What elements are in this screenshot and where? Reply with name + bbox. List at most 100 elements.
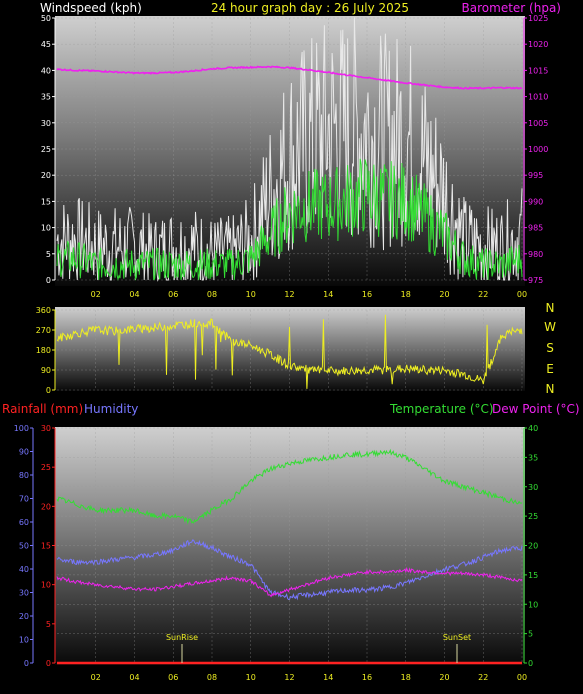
compass-s: S bbox=[546, 341, 554, 355]
wind-x-tick-label: 10 bbox=[246, 290, 256, 299]
rainfall-left-tick-label: 5 bbox=[46, 620, 51, 629]
rainfall-left-tick-label: 30 bbox=[41, 424, 51, 433]
humidity-left-tick-label: 40 bbox=[19, 565, 29, 574]
wind-average-line bbox=[56, 158, 523, 281]
humidity-left-tick-label: 100 bbox=[14, 424, 29, 433]
lower-x-tick-label: 18 bbox=[401, 673, 411, 682]
humidity-left-tick-label: 90 bbox=[19, 448, 29, 457]
compass-n-top: N bbox=[546, 301, 555, 315]
temperature-right-tick-label: 15 bbox=[528, 571, 538, 580]
direction-left-tick-label: 0 bbox=[46, 386, 51, 395]
lower-x-tick-label: 20 bbox=[439, 673, 449, 682]
temperature-right-tick-label: 0 bbox=[528, 659, 533, 668]
wind-left-tick-label: 50 bbox=[41, 14, 51, 23]
temperature-line bbox=[56, 448, 523, 525]
humidity-left-tick-label: 0 bbox=[24, 659, 29, 668]
wind-x-tick-label: 04 bbox=[129, 290, 139, 299]
barometer-right-tick-label: 1000 bbox=[528, 145, 548, 154]
barometer-right-tick-label: 1025 bbox=[528, 14, 548, 23]
direction-left-tick-label: 270 bbox=[36, 326, 51, 335]
dewpoint-axis-label: Dew Point (°C) bbox=[492, 402, 580, 416]
wind-x-tick-label: 16 bbox=[362, 290, 372, 299]
wind-x-tick-label: 22 bbox=[478, 290, 488, 299]
direction-left-tick-label: 360 bbox=[36, 306, 51, 315]
wind-left-tick-label: 20 bbox=[41, 171, 51, 180]
wind-x-tick-label: 20 bbox=[439, 290, 449, 299]
data-series bbox=[56, 17, 523, 665]
wind-left-tick-label: 10 bbox=[41, 224, 51, 233]
rainfall-axis-label: Rainfall (mm) bbox=[2, 402, 83, 416]
lower-x-tick-label: 14 bbox=[323, 673, 333, 682]
compass-w: W bbox=[544, 320, 556, 334]
humidity-left-tick-label: 30 bbox=[19, 589, 29, 598]
wind-x-tick-label: 02 bbox=[91, 290, 101, 299]
wind-left-tick-label: 5 bbox=[46, 250, 51, 259]
humidity-left-tick-label: 60 bbox=[19, 518, 29, 527]
humidity-left-tick-label: 20 bbox=[19, 612, 29, 621]
compass-e: E bbox=[546, 362, 554, 376]
lower-x-tick-label: 12 bbox=[284, 673, 294, 682]
barometer-right-tick-label: 1005 bbox=[528, 119, 548, 128]
barometer-line bbox=[56, 65, 523, 90]
sunrise-marker-label: SunRise bbox=[166, 633, 198, 642]
humidity-line bbox=[56, 539, 523, 601]
lower-x-tick-label: 08 bbox=[207, 673, 217, 682]
lower-x-tick-label: 10 bbox=[246, 673, 256, 682]
barometer-right-tick-label: 980 bbox=[528, 250, 543, 259]
wind-left-tick-label: 0 bbox=[46, 276, 51, 285]
wind-x-tick-label: 12 bbox=[284, 290, 294, 299]
rainfall-left-tick-label: 20 bbox=[41, 502, 51, 511]
temperature-right-tick-label: 30 bbox=[528, 483, 538, 492]
barometer-right-tick-label: 1020 bbox=[528, 40, 548, 49]
barometer-right-tick-label: 995 bbox=[528, 171, 543, 180]
direction-left-tick-label: 180 bbox=[36, 346, 51, 355]
lower-x-tick-label: 04 bbox=[129, 673, 139, 682]
rainfall-left-tick-label: 25 bbox=[41, 463, 51, 472]
compass-labels: N W S E N bbox=[544, 301, 556, 396]
graph-title: 24 hour graph day : 26 July 2025 bbox=[211, 1, 409, 15]
wind-x-tick-label: 18 bbox=[401, 290, 411, 299]
temperature-right-tick-label: 40 bbox=[528, 424, 538, 433]
lower-x-tick-label: 06 bbox=[168, 673, 178, 682]
lower-x-tick-label: 02 bbox=[91, 673, 101, 682]
temperature-right-tick-label: 5 bbox=[528, 630, 533, 639]
grid-lines bbox=[57, 17, 523, 664]
rainfall-left-tick-label: 10 bbox=[41, 581, 51, 590]
wind-x-tick-label: 08 bbox=[207, 290, 217, 299]
lower-x-tick-label: 00 bbox=[517, 673, 527, 682]
humidity-left-tick-label: 10 bbox=[19, 636, 29, 645]
dewpoint-line bbox=[56, 566, 523, 598]
wind-x-tick-label: 00 bbox=[517, 290, 527, 299]
wind-left-tick-label: 45 bbox=[41, 40, 51, 49]
wind-left-tick-label: 40 bbox=[41, 66, 51, 75]
axes: 02 04 06 08 10 12 14 16 18 20 22 000510152025303540… bbox=[14, 14, 549, 682]
wind-x-tick-label: 14 bbox=[323, 290, 333, 299]
windspeed-axis-label: Windspeed (kph) bbox=[40, 1, 142, 15]
sunset-marker-label: SunSet bbox=[443, 633, 471, 642]
temperature-right-tick-label: 10 bbox=[528, 600, 538, 609]
temperature-right-tick-label: 20 bbox=[528, 542, 538, 551]
lower-x-tick-label: 16 bbox=[362, 673, 372, 682]
rainfall-left-tick-label: 0 bbox=[46, 659, 51, 668]
barometer-right-tick-label: 990 bbox=[528, 197, 543, 206]
barometer-axis-label: Barometer (hpa) bbox=[462, 1, 561, 15]
wind-gust-line bbox=[56, 17, 523, 282]
barometer-right-tick-label: 975 bbox=[528, 276, 543, 285]
humidity-left-tick-label: 50 bbox=[19, 542, 29, 551]
lower-x-tick-label: 22 bbox=[478, 673, 488, 682]
lower-panel-background bbox=[55, 427, 525, 665]
compass-n-bottom: N bbox=[546, 382, 555, 396]
wind-left-tick-label: 35 bbox=[41, 93, 51, 102]
barometer-right-tick-label: 1015 bbox=[528, 66, 548, 75]
humidity-left-tick-label: 80 bbox=[19, 471, 29, 480]
temperature-axis-label: Temperature (°C) bbox=[389, 402, 494, 416]
wind-left-tick-label: 25 bbox=[41, 145, 51, 154]
humidity-left-tick-label: 70 bbox=[19, 495, 29, 504]
barometer-right-tick-label: 985 bbox=[528, 224, 543, 233]
wind-direction-line bbox=[56, 314, 523, 389]
wind-left-tick-label: 15 bbox=[41, 197, 51, 206]
rainfall-left-tick-label: 15 bbox=[41, 542, 51, 551]
wind-left-tick-label: 30 bbox=[41, 119, 51, 128]
wind-x-tick-label: 06 bbox=[168, 290, 178, 299]
